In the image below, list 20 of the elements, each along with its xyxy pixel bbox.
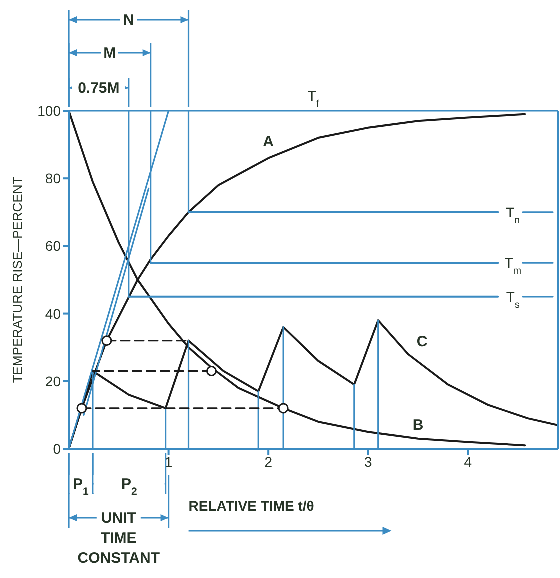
x-axis-title: RELATIVE TIME t/θ <box>188 498 314 514</box>
series-label: C <box>416 333 428 350</box>
x-tick-label: 4 <box>464 454 472 470</box>
x-tick-label: 2 <box>264 454 273 470</box>
dimension-bracket: P$_{2}$ <box>92 453 167 498</box>
series-label: T$_{s}$ <box>506 288 520 310</box>
y-tick-label: 20 <box>45 373 62 390</box>
y-axis-title: TEMPERATURE RISE—PERCENT <box>10 176 25 384</box>
dimension-bracket: 0.75M <box>68 78 130 107</box>
y-tick-label: 60 <box>45 238 62 254</box>
y-tick-label: 40 <box>45 306 62 322</box>
series-label: T$_{m}$ <box>504 255 522 277</box>
series-label: B <box>412 416 424 434</box>
x-tick-label: 3 <box>364 454 372 470</box>
y-tick-label: 0 <box>53 440 62 457</box>
series-label: A <box>263 133 274 150</box>
y-tick-label: 80 <box>45 170 62 187</box>
y-tick-label: 100 <box>38 102 62 119</box>
series-label: T$_{n}$ <box>506 204 520 226</box>
ref-line-label: T$_{f}$ <box>308 88 320 110</box>
